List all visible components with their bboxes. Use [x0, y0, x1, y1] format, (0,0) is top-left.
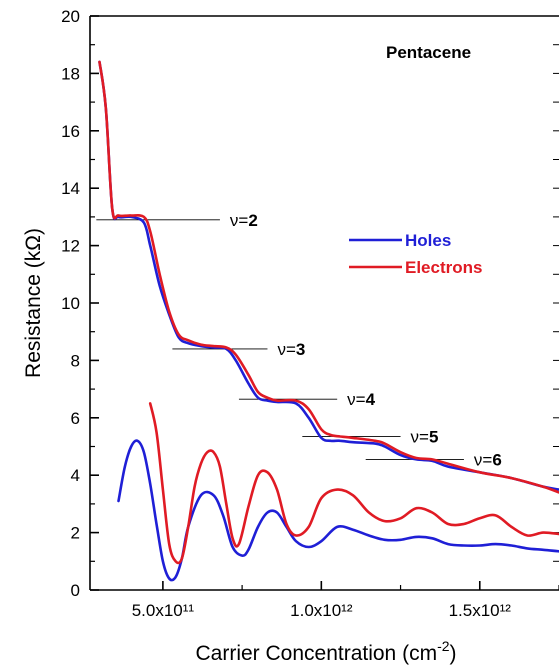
legend-label: Electrons: [405, 258, 482, 277]
y-ticks: 0 2 4 6 8 10 12 14 16 18 20: [61, 7, 99, 600]
y-tick-label: 12: [61, 237, 80, 256]
y-tick-label: 8: [71, 351, 80, 370]
plateau-label-number: 5: [429, 427, 438, 446]
x-axis-title-exponent: -2: [437, 638, 450, 654]
y-tick-label: 6: [71, 409, 80, 428]
series-line-electrons-rxx: [148, 402, 559, 565]
right-ticks: [553, 15, 559, 591]
x-tick-label: 5.0x10¹¹: [132, 601, 195, 620]
y-tick-label: 0: [71, 581, 80, 600]
series-line-holes-rxy: [98, 60, 559, 491]
plateau-label-number: 6: [492, 450, 501, 469]
plateau-label: ν=4: [347, 390, 375, 409]
plateau-label: ν=2: [230, 211, 258, 230]
plateau-label-prefix: ν=: [347, 390, 366, 409]
y-tick-label: 4: [71, 466, 80, 485]
series-line-electrons-rxy: [98, 60, 559, 494]
x-ticks: 5.0x10¹¹ 1.0x10¹² 1.5x10¹²: [132, 581, 559, 620]
y-tick-label: 16: [61, 122, 80, 141]
plateau-label: ν=3: [277, 340, 305, 359]
x-tick-label: 1.5x10¹²: [449, 601, 512, 620]
y-tick-label: 2: [71, 524, 80, 543]
legend-label: Holes: [405, 231, 451, 250]
plateau-label-number: 4: [366, 390, 376, 409]
x-axis-title-end: ): [450, 642, 457, 665]
legend: Holes Electrons: [349, 231, 482, 277]
plateau-label: ν=6: [474, 450, 502, 469]
plateau-label-prefix: ν=: [230, 211, 249, 230]
plateau-label: ν=5: [411, 427, 439, 446]
y-axis-title: Resistance (kΩ): [22, 228, 45, 378]
y-tick-label: 20: [61, 7, 80, 26]
x-axis-title-main: Carrier Concentration (cm: [195, 642, 437, 665]
y-tick-label: 14: [61, 179, 80, 198]
x-tick-label: 1.0x10¹²: [290, 601, 353, 620]
plateau-label-number: 2: [248, 211, 257, 230]
x-axis-title: Carrier Concentration (cm-2): [195, 638, 456, 665]
plateau-label-number: 3: [296, 340, 305, 359]
plateau-label-prefix: ν=: [411, 427, 430, 446]
y-tick-label: 10: [61, 294, 80, 313]
chart-title: Pentacene: [386, 43, 471, 62]
y-tick-label: 18: [61, 64, 80, 83]
plateau-label-prefix: ν=: [277, 340, 296, 359]
series-line-holes-rxx: [117, 439, 559, 582]
plateau-labels: ν=2ν=3ν=4ν=5ν=6: [230, 211, 502, 470]
plateau-label-prefix: ν=: [474, 450, 493, 469]
series-lines: [98, 60, 559, 582]
